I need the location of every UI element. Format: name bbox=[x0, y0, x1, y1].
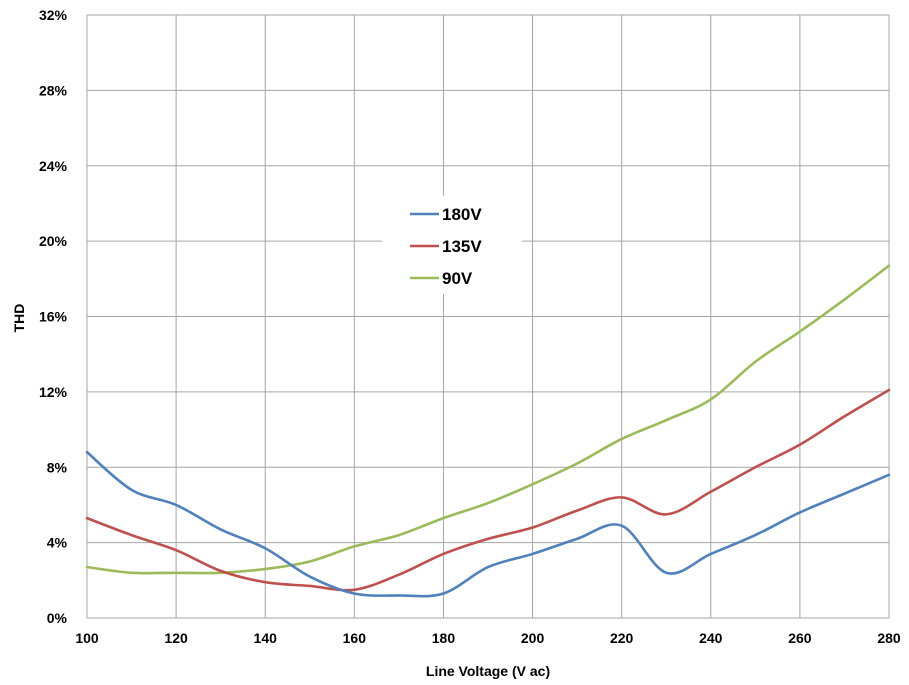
series-line-90v bbox=[85, 264, 891, 575]
y-tick-label: 24% bbox=[39, 158, 68, 174]
y-tick-label: 28% bbox=[39, 82, 68, 98]
series-lines bbox=[85, 264, 891, 598]
series-line-180v bbox=[85, 450, 891, 598]
legend-label: 180V bbox=[442, 205, 482, 224]
legend-background bbox=[382, 196, 522, 294]
tick-labels: 100 120 140 160 180 200 220 240 260 280 0% 4% 8% 12% 1… bbox=[39, 7, 901, 646]
x-tick-label: 240 bbox=[699, 630, 723, 646]
y-tick-label: 0% bbox=[47, 610, 68, 626]
x-tick-label: 260 bbox=[788, 630, 812, 646]
series-line-135v bbox=[85, 388, 891, 592]
y-tick-label: 32% bbox=[39, 7, 68, 23]
x-tick-label: 200 bbox=[521, 630, 545, 646]
legend-label: 135V bbox=[442, 237, 482, 256]
x-axis-title: Line Voltage (V ac) bbox=[426, 663, 550, 679]
x-tick-label: 140 bbox=[254, 630, 278, 646]
x-tick-label: 120 bbox=[164, 630, 188, 646]
x-tick-label: 220 bbox=[610, 630, 634, 646]
y-tick-label: 12% bbox=[39, 384, 68, 400]
y-tick-label: 20% bbox=[39, 233, 68, 249]
legend-label: 90V bbox=[442, 269, 473, 288]
x-tick-label: 100 bbox=[75, 630, 99, 646]
x-tick-label: 280 bbox=[877, 630, 901, 646]
y-tick-label: 16% bbox=[39, 309, 68, 325]
y-tick-label: 8% bbox=[47, 459, 68, 475]
legend: 180V 135V 90V bbox=[382, 196, 522, 294]
x-tick-label: 160 bbox=[343, 630, 367, 646]
y-tick-label: 4% bbox=[47, 535, 68, 551]
y-axis-title: THD bbox=[11, 304, 27, 333]
x-tick-label: 180 bbox=[432, 630, 456, 646]
